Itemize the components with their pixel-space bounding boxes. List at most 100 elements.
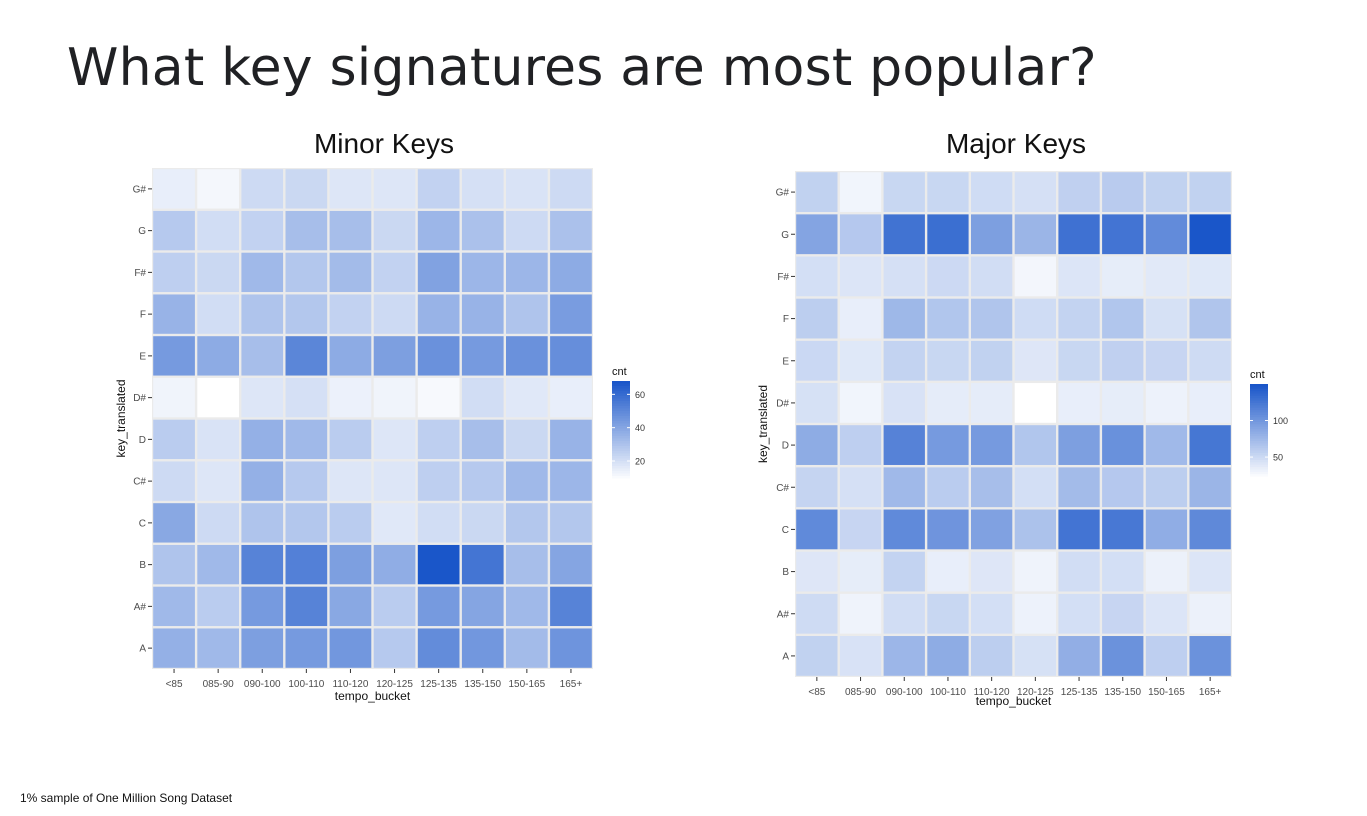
legend-gradient-step (1250, 410, 1268, 414)
heat-tile-G#-<85 (796, 172, 838, 212)
heat-tile-A-150-165 (506, 628, 548, 668)
y-tick-label: B (782, 567, 789, 578)
legend-gradient-step (612, 471, 630, 475)
heat-tile-C#-125-135 (1058, 467, 1100, 508)
heat-tile-F#-135-150 (1102, 256, 1144, 297)
x-tick-label: 125-135 (420, 679, 457, 690)
heat-tile-G-125-135 (417, 210, 460, 251)
heat-tile-C#-120-125 (373, 461, 416, 501)
x-tick-label: <85 (808, 687, 825, 698)
heat-tile-D#-085-90 (839, 383, 882, 423)
heat-tile-G-100-110 (927, 214, 969, 255)
heat-tile-F-<85 (153, 294, 195, 334)
minor-chart-title: Minor Keys (313, 128, 455, 159)
heat-tile-C#-135-150 (1102, 467, 1144, 508)
heat-tile-E-110-120 (329, 336, 372, 376)
x-tick-label: 100-110 (288, 679, 324, 690)
heat-tile-C-110-120 (329, 503, 372, 543)
heat-tile-C#-120-125 (1014, 467, 1056, 508)
legend-gradient-step (1250, 431, 1268, 435)
heat-tile-D-110-120 (329, 419, 372, 460)
heat-tile-C#-165+ (550, 461, 592, 501)
heat-tile-A#-100-110 (927, 593, 969, 634)
heat-tile-A-165+ (1189, 636, 1231, 676)
heat-tile-A#-110-120 (329, 586, 372, 627)
y-tick-label: C# (133, 477, 146, 488)
heat-tile-F-150-165 (1145, 298, 1188, 339)
heat-tile-F-085-90 (839, 298, 882, 339)
heat-tile-E-090-100 (883, 340, 925, 381)
legend-gradient-step (1250, 457, 1268, 461)
legend-gradient-step (612, 443, 630, 447)
heat-tile-A#-125-135 (1058, 593, 1100, 634)
heat-tile-G-100-110 (285, 210, 328, 251)
heat-tile-G-085-90 (839, 214, 882, 255)
legend-gradient-step (612, 433, 630, 437)
heat-tile-B-085-90 (197, 544, 239, 585)
heat-tile-D#-100-110 (285, 377, 328, 418)
heat-tile-F-120-125 (1014, 298, 1056, 339)
heat-tile-B-135-150 (461, 544, 504, 585)
heat-tile-A-125-135 (1058, 636, 1100, 676)
heat-tile-G-150-165 (506, 210, 548, 251)
heat-tile-C-150-165 (506, 503, 548, 543)
legend-tick-label: 40 (635, 423, 645, 433)
heat-tile-C#-<85 (796, 467, 838, 508)
legend-gradient-step (1250, 452, 1268, 456)
heat-tile-B-150-165 (506, 544, 548, 585)
heat-tile-F#-090-100 (241, 252, 284, 293)
legend-gradient-step (1250, 405, 1268, 409)
heat-tile-D-085-90 (839, 425, 882, 465)
x-tick-label: 120-125 (376, 679, 413, 690)
legend-gradient-step (612, 468, 630, 472)
heat-tile-E-100-110 (927, 340, 969, 381)
heat-tile-G-120-125 (373, 210, 416, 251)
legend-gradient-step (612, 453, 630, 457)
heat-tile-D#-090-100 (883, 383, 925, 423)
x-tick-label: 090-100 (244, 679, 281, 690)
heat-tile-A#-090-100 (241, 586, 284, 627)
heat-tile-A#-125-135 (417, 586, 460, 627)
heat-tile-A-100-110 (927, 636, 969, 676)
heat-tile-A-125-135 (417, 628, 460, 668)
heat-tile-F#-120-125 (1014, 256, 1056, 297)
heat-tile-A-165+ (550, 628, 592, 668)
heat-tile-G#-110-120 (971, 172, 1013, 212)
heat-tile-A-110-120 (971, 636, 1013, 676)
heat-tile-F-125-135 (1058, 298, 1100, 339)
legend-gradient-step (612, 408, 630, 412)
legend-gradient-step (612, 451, 630, 455)
heat-tile-B-120-125 (1014, 551, 1056, 592)
heat-tile-A#-<85 (153, 586, 195, 627)
legend-gradient-step (612, 463, 630, 467)
legend-gradient-step (1250, 384, 1268, 387)
y-tick-label: C (782, 525, 789, 536)
panel-background (152, 168, 593, 669)
legend-gradient-step (1250, 467, 1268, 471)
heat-tile-G#-125-135 (1058, 172, 1100, 212)
heat-tile-B-090-100 (883, 551, 925, 592)
x-tick-label: 120-125 (1017, 687, 1054, 698)
heat-tile-D-150-165 (1145, 425, 1188, 465)
heat-tile-A-090-100 (883, 636, 925, 676)
heat-tile-B-125-135 (1058, 551, 1100, 592)
legend-gradient-step (1250, 433, 1268, 437)
heat-tile-C-135-150 (1102, 509, 1144, 550)
heat-tile-G#-120-125 (1014, 172, 1056, 212)
heat-tile-E-135-150 (461, 336, 504, 376)
heat-tile-B-100-110 (285, 544, 328, 585)
heat-tile-D#-150-165 (1145, 383, 1188, 423)
heat-tile-G#-135-150 (461, 169, 504, 209)
legend-gradient-step (612, 391, 630, 395)
heat-tile-C-135-150 (461, 503, 504, 543)
heat-tile-D-165+ (550, 419, 592, 460)
y-axis-label: key_translated (114, 379, 128, 457)
heat-tile-D-090-100 (883, 425, 925, 465)
heat-tile-F-<85 (796, 298, 838, 339)
heat-tile-F#-165+ (550, 252, 592, 293)
heat-tile-G-135-150 (461, 210, 504, 251)
legend-gradient-step (612, 441, 630, 445)
heat-tile-E-150-165 (1145, 340, 1188, 381)
heat-tile-D#-125-135 (417, 377, 460, 418)
heat-tile-E-110-120 (971, 340, 1013, 381)
